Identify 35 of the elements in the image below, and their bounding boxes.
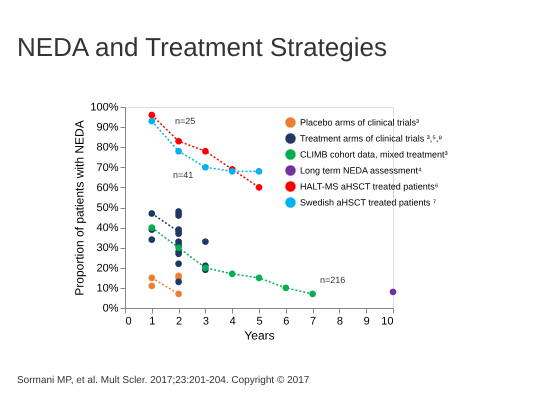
annotation: n=216 <box>320 275 346 285</box>
x-tick-label: 2 <box>176 316 182 328</box>
legend-label: Treatment arms of clinical trials ³,⁵,⁸ <box>300 134 442 144</box>
y-tick-label: 0% <box>102 302 119 314</box>
chart-title: NEDA and Treatment Strategies <box>17 32 387 62</box>
x-tick-label: 4 <box>230 316 236 328</box>
legend-label: HALT-MS aHSCT treated patients⁶ <box>300 182 439 192</box>
legend-label: Swedish aHSCT treated patients ⁷ <box>300 198 436 208</box>
y-tick-label: 90% <box>96 122 119 134</box>
y-tick-label: 50% <box>96 202 119 214</box>
y-tick-label: 100% <box>90 102 119 114</box>
x-tick-label: 6 <box>283 316 290 328</box>
y-axis-title: Proportion of patients with NEDA <box>72 120 86 296</box>
legend-label: Long term NEDA assessment⁴ <box>300 166 422 176</box>
text: Sormani MP, et al. Mult Scler. 2017;23:201-204. Copyright © 2017 <box>17 375 310 386</box>
x-tick-label: 9 <box>364 316 370 328</box>
x-tick-label: 7 <box>310 316 316 328</box>
legend-label: CLIMB cohort data, mixed treatment³ <box>300 150 448 160</box>
x-tick-label: 5 <box>256 316 263 328</box>
x-tick-label: 8 <box>336 316 343 328</box>
annotation: n=41 <box>173 170 194 180</box>
x-tick-label: 10 <box>381 316 394 328</box>
y-tick-label: 10% <box>96 282 119 294</box>
x-axis-title: Years <box>244 328 275 342</box>
y-tick-label: 60% <box>96 182 119 194</box>
x-tick-label: 1 <box>149 316 156 328</box>
y-tick-label: 30% <box>96 242 119 254</box>
legend-label: Placebo arms of clinical trials³ <box>300 118 420 128</box>
annotation: n=25 <box>175 116 196 126</box>
y-tick-label: 20% <box>96 262 119 274</box>
y-tick-label: 70% <box>96 162 119 174</box>
x-tick-label: 3 <box>202 316 209 328</box>
y-tick-label: 80% <box>96 142 119 154</box>
y-tick-label: 40% <box>96 222 119 234</box>
x-tick-label: 0 <box>126 316 132 328</box>
